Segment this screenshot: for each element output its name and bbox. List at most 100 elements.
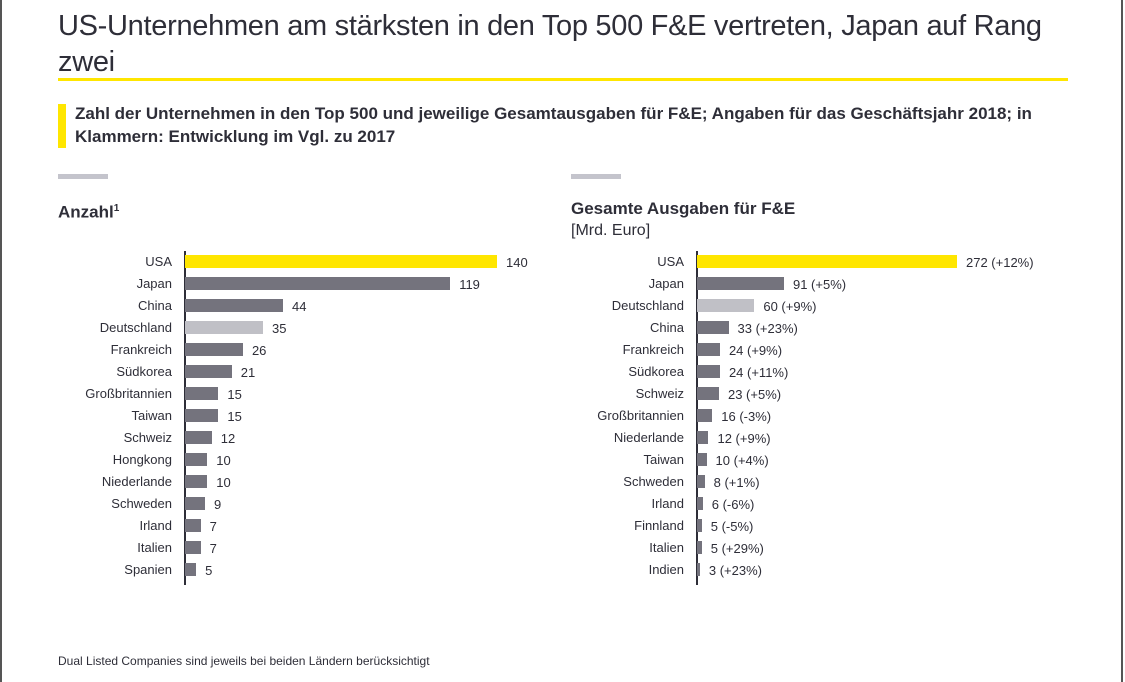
category-label: Südkorea: [628, 364, 684, 379]
bar: [697, 365, 720, 378]
bar: [697, 431, 709, 444]
footnote-marker: 1: [113, 203, 120, 214]
value-label: 60 (+9%): [763, 299, 817, 314]
bar: [697, 299, 755, 312]
bar: [697, 409, 713, 422]
bar: [185, 541, 201, 554]
bar: [697, 453, 707, 466]
category-label: Finnland: [634, 518, 684, 533]
chart-title-count: Anzahl1: [58, 198, 119, 224]
category-label: Großbritannien: [85, 386, 172, 401]
category-label: Niederlande: [613, 430, 684, 445]
category-label: Frankreich: [622, 342, 684, 357]
value-label: 91 (+5%): [792, 277, 847, 292]
bar: [185, 321, 263, 334]
value-label: 10: [216, 475, 231, 490]
bar: [185, 299, 284, 312]
value-label: 119: [459, 277, 480, 292]
bar: [697, 475, 705, 488]
bar: [697, 321, 729, 334]
page-title: US-Unternehmen am stärksten in den Top 5…: [58, 10, 1042, 78]
category-label: Japan: [648, 276, 684, 291]
chart-axis: [696, 251, 698, 585]
bar: [697, 255, 957, 268]
footnote: Dual Listed Companies sind jeweils bei b…: [58, 654, 430, 668]
value-label: 15: [227, 387, 242, 402]
page-border-left: [0, 0, 2, 682]
value-label: 10: [216, 453, 231, 468]
category-label: Indien: [648, 562, 684, 577]
value-label: 9: [214, 497, 222, 512]
category-label: Frankreich: [110, 342, 172, 357]
category-label: Schweden: [623, 474, 684, 489]
bar: [697, 563, 700, 576]
value-label: 10 (+4%): [715, 453, 769, 468]
bar: [185, 365, 232, 378]
category-label: Taiwan: [643, 452, 684, 467]
category-label: Taiwan: [131, 408, 172, 423]
category-label: China: [650, 320, 684, 335]
bar: [185, 431, 212, 444]
bar: [185, 387, 219, 400]
category-label: Deutschland: [611, 298, 684, 313]
bar: [185, 497, 206, 510]
category-label: Südkorea: [116, 364, 172, 379]
subtitle-accent-bar: [58, 104, 66, 148]
category-label: Spanien: [124, 562, 172, 577]
title-underline: [58, 78, 1068, 81]
category-label: China: [138, 298, 172, 313]
bar: [185, 409, 219, 422]
category-label: Hongkong: [112, 452, 172, 467]
value-label: 35: [272, 321, 287, 336]
value-label: 12 (+9%): [717, 431, 771, 446]
value-label: 23 (+5%): [727, 387, 782, 402]
value-label: 3 (+23%): [708, 563, 762, 578]
category-label: Italien: [649, 540, 684, 555]
chart-marker-left: [58, 174, 108, 179]
value-label: 272 (+12%): [966, 255, 1034, 270]
bar: [697, 519, 702, 532]
bar: [697, 387, 719, 400]
bar: [697, 343, 720, 356]
value-label: 12: [220, 431, 236, 446]
category-label: Japan: [136, 276, 172, 291]
category-label: Deutschland: [99, 320, 172, 335]
category-label: Schweiz: [123, 430, 172, 445]
value-label: 5 (+29%): [710, 541, 764, 556]
category-label: USA: [145, 254, 172, 269]
chart-marker-right: [571, 174, 621, 179]
chart-unit-spend: [Mrd. Euro]: [571, 222, 651, 239]
bar: [185, 277, 451, 290]
category-label: Italien: [137, 540, 172, 555]
value-label: 5: [205, 563, 213, 578]
bar: [185, 519, 201, 532]
value-label: 7: [209, 541, 217, 556]
value-label: 44: [292, 299, 307, 314]
bar: [697, 497, 703, 510]
category-label: Niederlande: [101, 474, 172, 489]
value-label: 33 (+23%): [737, 321, 798, 336]
bar: [185, 343, 243, 356]
category-label: USA: [657, 254, 684, 269]
chart-title-count-text: Anzahl: [58, 202, 114, 222]
value-label: 7: [209, 519, 217, 534]
value-label: 15: [227, 409, 242, 424]
bar: [697, 277, 784, 290]
bar: [185, 563, 197, 576]
category-label: Irland: [651, 496, 684, 511]
value-label: 16 (-3%): [721, 409, 772, 424]
value-label: 140: [506, 255, 528, 270]
chart-title-spend: Gesamte Ausgaben für F&E: [571, 199, 796, 218]
value-label: 8 (+1%): [713, 475, 760, 490]
value-label: 24 (+11%): [728, 365, 789, 380]
bar: [185, 475, 208, 488]
value-label: 21: [240, 365, 256, 380]
value-label: 5 (-5%): [710, 519, 754, 534]
page-border-right: [1121, 0, 1123, 682]
value-label: 6 (-6%): [711, 497, 755, 512]
subtitle: Zahl der Unternehmen in den Top 500 und …: [75, 104, 1032, 146]
category-label: Schweden: [111, 496, 172, 511]
bar: [185, 255, 497, 268]
value-label: 24 (+9%): [728, 343, 783, 358]
bar: [697, 541, 702, 554]
